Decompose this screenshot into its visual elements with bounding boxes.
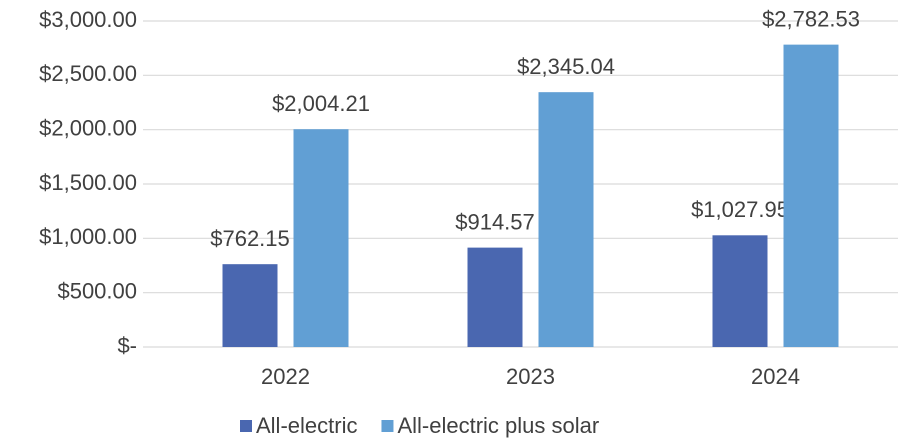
- legend-label: All-electric plus solar: [397, 413, 599, 438]
- bar: [293, 129, 349, 347]
- y-tick-label: $3,000.00: [39, 7, 137, 32]
- bar: [783, 44, 839, 347]
- y-tick-label: $500.00: [57, 278, 137, 303]
- value-label: $914.57: [455, 209, 535, 234]
- value-label: $2,782.53: [762, 6, 860, 31]
- y-tick-label: $1,000.00: [39, 224, 137, 249]
- x-tick-label: 2022: [261, 364, 310, 389]
- value-label: $762.15: [210, 226, 290, 251]
- bar: [222, 264, 278, 347]
- bar: [712, 235, 768, 347]
- y-tick-label: $2,500.00: [39, 61, 137, 86]
- value-label: $1,027.95: [691, 197, 789, 222]
- legend-swatch: [381, 420, 394, 432]
- value-label: $2,004.21: [272, 91, 370, 116]
- value-label: $2,345.04: [517, 54, 615, 79]
- bar: [467, 247, 523, 347]
- y-tick-label: $2,000.00: [39, 115, 137, 140]
- y-tick-label: $-: [117, 333, 137, 358]
- legend-swatch: [240, 420, 252, 432]
- x-tick-label: 2023: [506, 364, 555, 389]
- x-tick-label: 2024: [751, 364, 800, 389]
- y-tick-label: $1,500.00: [39, 170, 137, 195]
- bar: [538, 92, 594, 347]
- legend-label: All-electric: [256, 413, 357, 438]
